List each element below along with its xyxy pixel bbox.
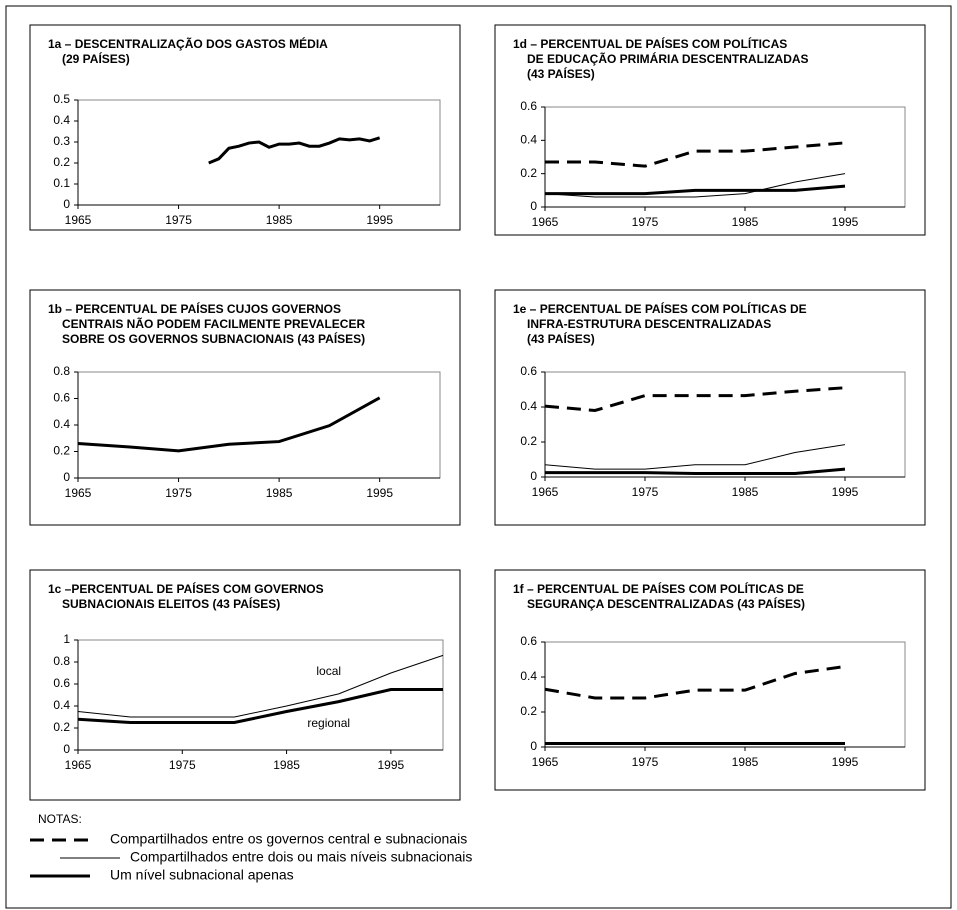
- y-tick-label: 0.6: [53, 391, 70, 405]
- y-tick-label: 0.8: [53, 654, 70, 668]
- chart-title: INFRA-ESTRUTURA DESCENTRALIZADAS: [527, 317, 771, 331]
- plot-area: [544, 106, 906, 208]
- plot-area: [77, 99, 441, 206]
- plot-area: [77, 371, 441, 479]
- x-tick-label: 1995: [378, 758, 405, 772]
- y-tick-label: 0.4: [520, 669, 537, 683]
- legend-label: Compartilhados entre os governos central…: [110, 831, 467, 847]
- series-label: local: [316, 664, 341, 678]
- series-line: [544, 665, 846, 700]
- y-tick-label: 0.2: [520, 434, 537, 448]
- panel: [494, 289, 926, 526]
- x-tick-label: 1985: [273, 758, 300, 772]
- chart-title: DE EDUCAÇÃO PRIMÁRIA DESCENTRALIZADAS: [527, 51, 809, 66]
- chart-title: (29 PAÍSES): [62, 51, 130, 66]
- series-line: [545, 467, 846, 475]
- x-tick-label: 1965: [532, 485, 559, 499]
- x-tick-label: 1975: [165, 213, 192, 227]
- y-tick-label: 1: [63, 632, 70, 646]
- y-tick-label: 0.4: [520, 133, 537, 147]
- y-tick-label: 0.6: [520, 634, 537, 648]
- x-tick-label: 1975: [169, 758, 196, 772]
- plot-area: [544, 641, 906, 748]
- plot-area: [544, 371, 906, 478]
- y-tick-label: 0.4: [53, 417, 70, 431]
- x-tick-label: 1975: [165, 486, 192, 500]
- chart-title: SEGURANÇA DESCENTRALIZADAS (43 PAÍSES): [527, 596, 805, 611]
- series-label: regional: [307, 716, 350, 730]
- chart-title: (43 PAÍSES): [527, 66, 595, 81]
- x-tick-label: 1995: [832, 485, 859, 499]
- x-tick-label: 1985: [732, 215, 759, 229]
- x-tick-label: 1965: [65, 758, 92, 772]
- panel: [29, 289, 461, 526]
- series-line: [77, 654, 444, 718]
- legend-label: Compartilhados entre dois ou mais níveis…: [130, 849, 472, 865]
- x-tick-label: 1975: [632, 755, 659, 769]
- series-line: [208, 136, 381, 165]
- panel: [494, 24, 926, 236]
- chart-title: 1b – PERCENTUAL DE PAÍSES CUJOS GOVERNOS: [48, 301, 341, 316]
- x-tick-label: 1965: [65, 213, 92, 227]
- y-tick-label: 0.4: [53, 113, 70, 127]
- panel: [29, 24, 461, 231]
- y-tick-label: 0.5: [53, 92, 70, 106]
- panel: [29, 569, 461, 801]
- y-tick-label: 0.2: [53, 720, 70, 734]
- y-tick-label: 0.6: [53, 676, 70, 690]
- y-tick-label: 0.2: [53, 155, 70, 169]
- x-tick-label: 1985: [732, 485, 759, 499]
- y-tick-label: 0.2: [53, 444, 70, 458]
- y-tick-label: 0: [63, 742, 70, 756]
- x-tick-label: 1975: [632, 485, 659, 499]
- chart-title: 1c –PERCENTUAL DE PAÍSES COM GOVERNOS: [48, 581, 324, 596]
- y-tick-label: 0.2: [520, 166, 537, 180]
- y-tick-label: 0.3: [53, 134, 70, 148]
- x-tick-label: 1985: [266, 486, 293, 500]
- chart-title: SUBNACIONAIS ELEITOS (43 PAÍSES): [62, 596, 280, 611]
- y-tick-label: 0: [530, 199, 537, 213]
- chart-title: 1d – PERCENTUAL DE PAÍSES COM POLÍTICAS: [513, 36, 787, 51]
- y-tick-label: 0.4: [53, 698, 70, 712]
- y-tick-label: 0.1: [53, 176, 70, 190]
- chart-title: 1e – PERCENTUAL DE PAÍSES COM POLÍTICAS …: [513, 301, 807, 316]
- notes-title: NOTAS:: [38, 812, 82, 826]
- series-line: [77, 688, 443, 724]
- x-tick-label: 1985: [732, 755, 759, 769]
- panel: [494, 569, 926, 791]
- chart-title: CENTRAIS NÃO PODEM FACILMENTE PREVALECER: [62, 316, 365, 331]
- series-line: [544, 386, 846, 413]
- y-tick-label: 0: [530, 739, 537, 753]
- y-tick-label: 0.8: [53, 364, 70, 378]
- x-tick-label: 1965: [532, 755, 559, 769]
- x-tick-label: 1985: [266, 213, 293, 227]
- chart-title: 1f – PERCENTUAL DE PAÍSES COM POLÍTICAS …: [513, 581, 804, 596]
- x-tick-label: 1995: [366, 486, 393, 500]
- x-tick-label: 1965: [65, 486, 92, 500]
- y-tick-label: 0.4: [520, 399, 537, 413]
- y-tick-label: 0.6: [520, 99, 537, 113]
- series-line: [544, 444, 846, 470]
- x-tick-label: 1995: [832, 215, 859, 229]
- series-line: [544, 173, 846, 198]
- y-tick-label: 0.6: [520, 364, 537, 378]
- plot-area: [77, 639, 444, 751]
- chart-title: 1a – DESCENTRALIZAÇÃO DOS GASTOS MÉDIA: [48, 36, 328, 51]
- chart-title: SOBRE OS GOVERNOS SUBNACIONAIS (43 PAÍSE…: [62, 331, 365, 346]
- figure-border: [5, 5, 952, 909]
- y-tick-label: 0: [530, 469, 537, 483]
- series-line: [77, 396, 381, 453]
- x-tick-label: 1965: [532, 215, 559, 229]
- y-tick-label: 0: [63, 470, 70, 484]
- series-line: [545, 184, 846, 196]
- y-tick-label: 0: [63, 197, 70, 211]
- legend-label: Um nível subnacional apenas: [110, 867, 294, 883]
- series-line: [545, 141, 846, 168]
- x-tick-label: 1995: [366, 213, 393, 227]
- x-tick-label: 1995: [832, 755, 859, 769]
- chart-title: (43 PAÍSES): [527, 331, 595, 346]
- y-tick-label: 0.2: [520, 704, 537, 718]
- x-tick-label: 1975: [632, 215, 659, 229]
